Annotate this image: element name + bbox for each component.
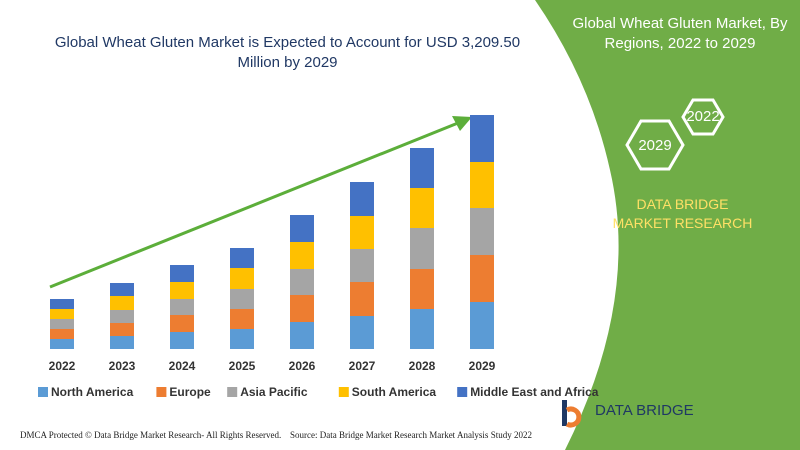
bar-segment <box>350 282 374 316</box>
footer-right: Source: Data Bridge Market Research Mark… <box>290 430 532 440</box>
x-tick-label: 2025 <box>229 359 256 373</box>
chart-title: Global Wheat Gluten Market is Expected t… <box>54 34 521 71</box>
bar-segment <box>290 242 314 269</box>
bar-segment <box>50 339 74 349</box>
bar-segment <box>110 336 134 349</box>
bar-segment <box>230 329 254 349</box>
bar-segment <box>290 322 314 349</box>
x-tick-label: 2027 <box>349 359 376 373</box>
bar-segment <box>230 268 254 289</box>
legend-label: South America <box>352 385 437 399</box>
hexagon <box>681 98 725 136</box>
hex-label: 2022 <box>686 108 719 125</box>
bar-segment <box>350 182 374 216</box>
side-panel <box>535 0 800 450</box>
bar-segment <box>290 269 314 295</box>
bar-segment <box>230 309 254 329</box>
bar-segment <box>170 282 194 299</box>
bar-segment <box>110 310 134 323</box>
bar-segment <box>470 302 494 349</box>
bar-segment <box>470 255 494 302</box>
bar-segment <box>410 228 434 269</box>
bar-segment <box>410 188 434 228</box>
bar-segment <box>170 265 194 282</box>
bar-segment <box>50 329 74 339</box>
bar-segment <box>290 295 314 322</box>
bar-segment <box>410 269 434 309</box>
footer-left: DMCA Protected © Data Bridge Market Rese… <box>20 430 281 440</box>
legend-swatch <box>227 387 238 397</box>
legend-label: North America <box>51 385 134 399</box>
bar-segment <box>230 289 254 309</box>
legend-swatch <box>338 387 349 397</box>
legend-swatch <box>38 387 48 397</box>
legend-swatch <box>457 387 468 397</box>
x-tick-label: 2024 <box>169 359 196 373</box>
legend-label: Europe <box>169 385 211 399</box>
bar-segment <box>110 323 134 336</box>
legend-label: Asia Pacific <box>240 385 308 399</box>
logo-icon <box>562 400 582 428</box>
bar-segment <box>290 215 314 242</box>
x-tick-label: 2026 <box>289 359 316 373</box>
bar-segment <box>50 309 74 319</box>
bar-segment <box>170 299 194 315</box>
bar-segment <box>50 299 74 309</box>
bar-segment <box>110 296 134 310</box>
x-tick-label: 2028 <box>409 359 436 373</box>
legend-swatch <box>156 387 167 397</box>
x-tick-label: 2023 <box>109 359 136 373</box>
hexagon <box>625 119 685 171</box>
bar-segment <box>350 249 374 282</box>
bar-segment <box>170 315 194 332</box>
bar-segment <box>470 115 494 162</box>
bar-segment <box>350 216 374 249</box>
x-tick-label: 2022 <box>49 359 76 373</box>
bar-segment <box>350 316 374 349</box>
legend-label: Middle East and Africa <box>470 385 599 399</box>
bar-segment <box>50 319 74 329</box>
bar-segment <box>410 309 434 349</box>
panel-title: Global Wheat Gluten Market, By Regions, … <box>572 15 788 52</box>
bar-segment <box>110 283 134 296</box>
x-tick-label: 2029 <box>469 359 496 373</box>
brand-text: DATA BRIDGE MARKET RESEARCH <box>612 196 753 231</box>
bar-segment <box>170 332 194 349</box>
bar-segment <box>230 248 254 268</box>
arrow-head <box>452 116 472 131</box>
bar-segment <box>470 208 494 255</box>
logo-text: DATA BRIDGE <box>595 402 694 419</box>
bar-segment <box>470 162 494 208</box>
trend-arrow <box>49 121 459 289</box>
bar-segment <box>410 148 434 188</box>
hex-label: 2029 <box>638 137 671 154</box>
